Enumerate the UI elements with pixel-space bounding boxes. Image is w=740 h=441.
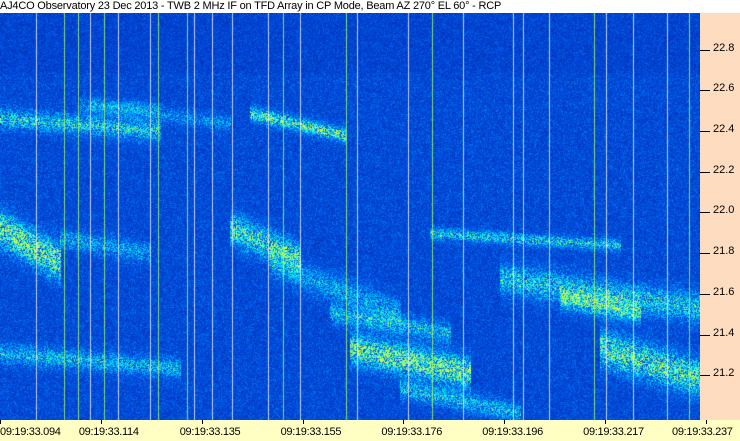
y-tick-label: 22.4 xyxy=(713,123,735,136)
y-tick xyxy=(700,90,710,92)
x-tick-label: 09:19:33.114 xyxy=(78,426,139,438)
y-tick xyxy=(700,293,710,295)
y-tick-label: 21.6 xyxy=(713,285,735,298)
x-tick xyxy=(605,420,607,424)
x-tick xyxy=(201,420,203,424)
y-tick-label: 21.2 xyxy=(713,367,735,380)
x-tick xyxy=(706,420,707,424)
x-tick-label: 09:19:33.237 xyxy=(672,426,733,438)
x-tick xyxy=(100,420,102,424)
y-tick xyxy=(700,49,710,51)
y-tick-label: 22.0 xyxy=(713,204,735,217)
y-tick xyxy=(700,131,710,133)
x-tick-label: 09:19:33.176 xyxy=(381,426,443,438)
time-axis: 09:19:33.094 09:19:33.114 09:19:33.135 09:1… xyxy=(0,420,740,441)
chart-title: AJ4CO Observatory 23 Dec 2013 - TWB 2 MH… xyxy=(0,0,740,13)
y-tick-label: 21.8 xyxy=(713,245,735,258)
x-tick-label: 09:19:33.217 xyxy=(583,426,644,438)
x-tick-label: 09:19:33.135 xyxy=(179,426,241,438)
y-tick-label: 21.4 xyxy=(713,326,735,339)
spectrogram-plot-area xyxy=(0,13,700,420)
x-tick xyxy=(302,420,304,424)
y-tick xyxy=(700,253,710,255)
frequency-axis: 22.8 22.6 22.4 22.2 22.0 21.8 21.6 21.4 21.2 xyxy=(700,13,740,420)
x-tick xyxy=(504,420,506,424)
y-tick xyxy=(700,334,710,336)
y-tick xyxy=(700,375,710,377)
y-tick xyxy=(700,171,710,173)
x-tick xyxy=(403,420,405,424)
y-tick xyxy=(700,212,710,214)
x-tick-label: 09:19:33.155 xyxy=(280,426,342,438)
spectrogram-heatmap xyxy=(0,13,700,420)
x-tick-label: 09:19:33.094 xyxy=(0,426,61,438)
x-tick-label: 09:19:33.196 xyxy=(482,426,543,438)
y-tick-label: 22.6 xyxy=(713,82,735,95)
y-tick-label: 22.8 xyxy=(713,41,735,54)
x-tick xyxy=(0,420,1,424)
y-tick-label: 22.2 xyxy=(713,163,735,176)
